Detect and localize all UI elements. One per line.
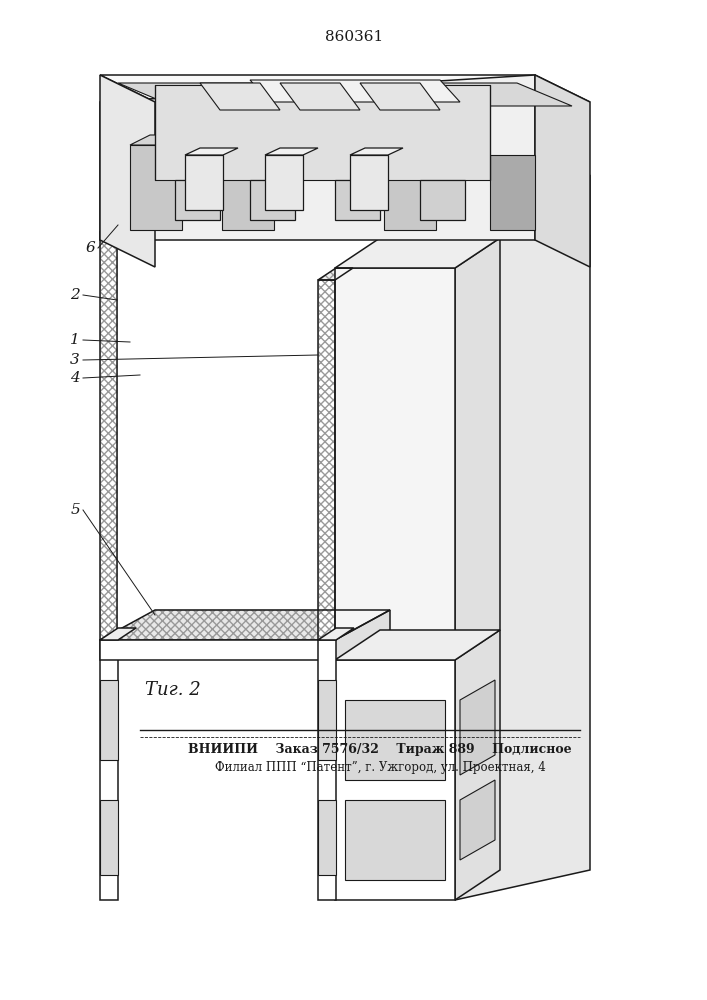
Polygon shape (318, 640, 336, 900)
Polygon shape (350, 148, 403, 155)
Polygon shape (455, 175, 590, 900)
Polygon shape (350, 155, 388, 210)
Polygon shape (460, 780, 495, 860)
Polygon shape (175, 180, 220, 220)
Polygon shape (100, 680, 118, 760)
Polygon shape (222, 135, 294, 145)
Polygon shape (318, 628, 354, 640)
Polygon shape (100, 640, 335, 660)
Polygon shape (360, 83, 440, 110)
Polygon shape (318, 268, 353, 280)
Text: 4: 4 (70, 371, 80, 385)
Polygon shape (318, 280, 335, 640)
Polygon shape (335, 610, 390, 660)
Polygon shape (100, 640, 118, 900)
Polygon shape (100, 628, 136, 640)
Polygon shape (200, 83, 280, 110)
Polygon shape (130, 145, 182, 230)
Polygon shape (455, 630, 500, 900)
Text: 5: 5 (70, 503, 80, 517)
Polygon shape (345, 700, 445, 780)
Polygon shape (118, 83, 572, 106)
Polygon shape (318, 800, 336, 875)
Text: Τиг. 2: Τиг. 2 (145, 681, 201, 699)
Polygon shape (100, 610, 390, 640)
Polygon shape (100, 232, 117, 640)
Polygon shape (455, 238, 500, 660)
Polygon shape (222, 145, 274, 230)
Polygon shape (318, 680, 336, 760)
Polygon shape (335, 180, 380, 220)
Text: Филиал ППП “Патент”, г. Ужгород, ул. Проектная, 4: Филиал ППП “Патент”, г. Ужгород, ул. Про… (215, 762, 545, 774)
Polygon shape (335, 630, 500, 660)
Polygon shape (100, 75, 155, 267)
Polygon shape (384, 145, 436, 230)
Polygon shape (335, 660, 455, 900)
Text: 3: 3 (70, 353, 80, 367)
Polygon shape (250, 80, 460, 102)
Polygon shape (155, 85, 490, 180)
Polygon shape (100, 800, 118, 875)
Polygon shape (535, 75, 590, 267)
Text: 1: 1 (70, 333, 80, 347)
Polygon shape (420, 180, 465, 220)
Text: ВНИИПИ    Заказ 7576/32    Тираж 889    Подлисное: ВНИИПИ Заказ 7576/32 Тираж 889 Подлисное (188, 744, 572, 756)
Polygon shape (100, 75, 535, 240)
Polygon shape (384, 135, 456, 145)
Polygon shape (335, 238, 500, 268)
Text: 2: 2 (70, 288, 80, 302)
Polygon shape (100, 220, 135, 232)
Polygon shape (265, 148, 318, 155)
Polygon shape (280, 83, 360, 110)
Polygon shape (490, 155, 535, 230)
Polygon shape (185, 155, 223, 210)
Polygon shape (265, 155, 303, 210)
Polygon shape (100, 75, 590, 102)
Polygon shape (130, 135, 202, 145)
Polygon shape (250, 180, 295, 220)
Text: 6: 6 (86, 241, 95, 255)
Polygon shape (345, 800, 445, 880)
Polygon shape (185, 148, 238, 155)
Polygon shape (335, 268, 455, 660)
Text: 860361: 860361 (325, 30, 383, 44)
Polygon shape (460, 680, 495, 775)
